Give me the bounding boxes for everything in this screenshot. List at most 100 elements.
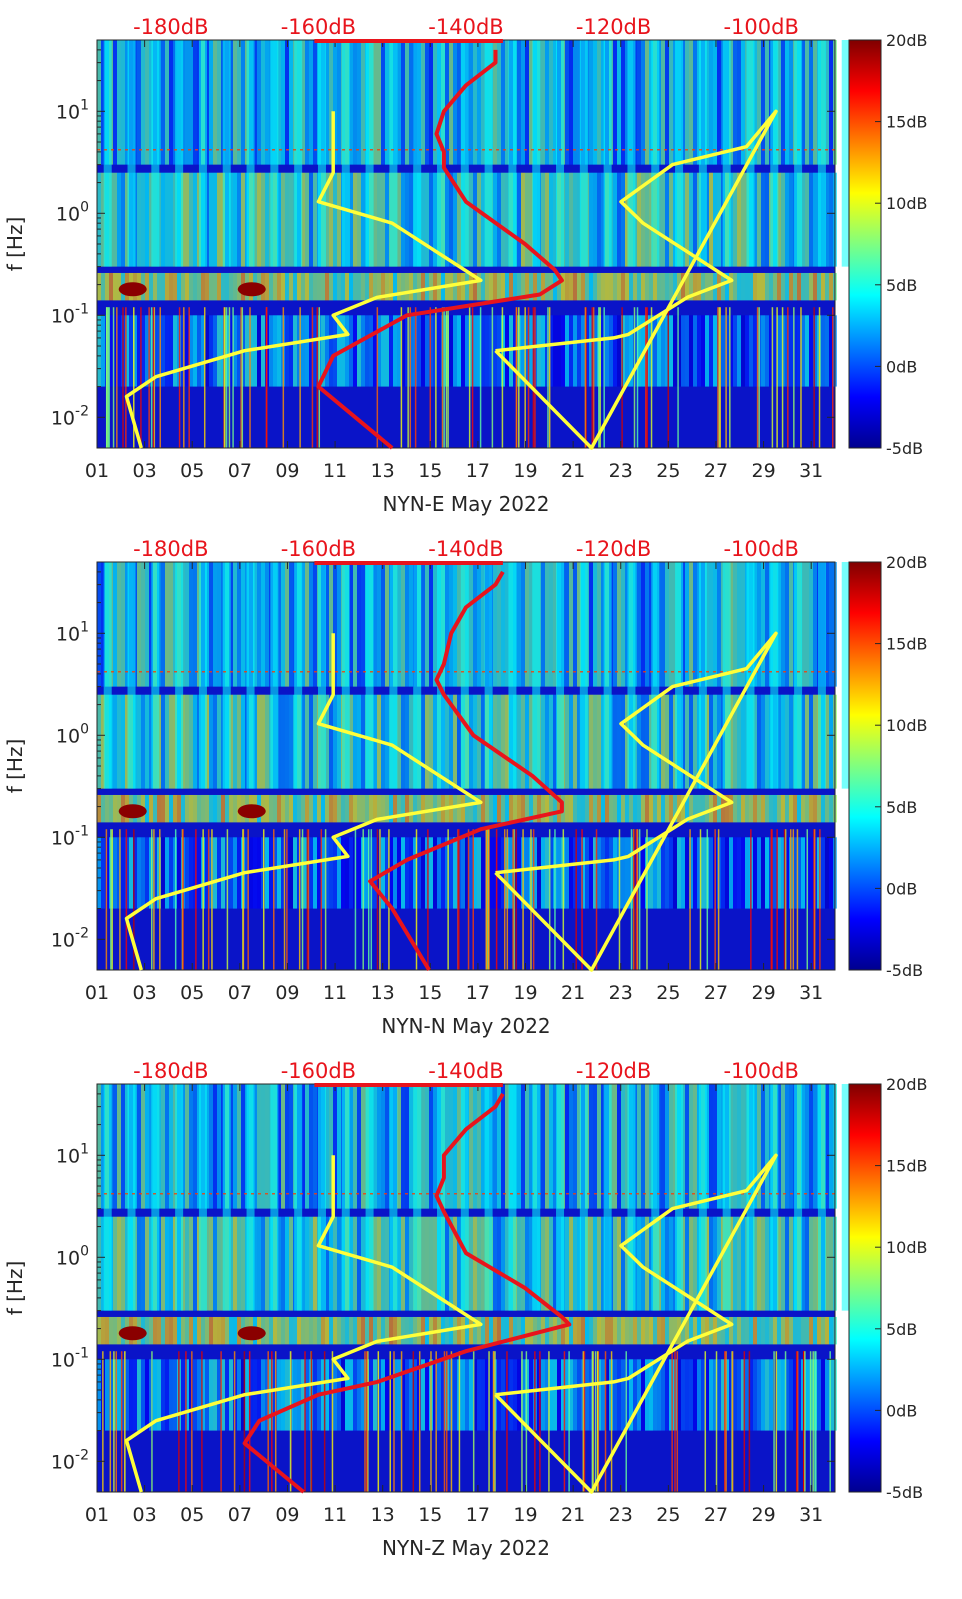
psd-axis-label: -140dB — [428, 537, 503, 561]
y-tick-label: 10-2 — [51, 1447, 89, 1473]
colorbar-label: 20dB — [886, 1075, 928, 1094]
colorbar — [848, 1083, 882, 1493]
x-tick-label: 03 — [133, 460, 157, 482]
colorbar-label: 20dB — [886, 553, 928, 572]
spectrogram-panel: 01 03 05 07 09 11 13 15 17 19 21 23 25 27 29 31 NYN-E Ma… — [3, 15, 928, 516]
x-tick-label: 01 — [85, 982, 109, 1004]
psd-axis-label: -120dB — [576, 537, 651, 561]
y-tick-label: 101 — [56, 97, 89, 123]
x-tick-label: 15 — [418, 460, 442, 482]
noise-model-curve — [124, 1155, 483, 1493]
x-tick-label: 13 — [371, 982, 395, 1004]
psd-axis-label: -160dB — [281, 537, 356, 561]
colorbar-label: 5dB — [886, 798, 917, 817]
x-tick-label: 07 — [228, 460, 252, 482]
spectrogram-texture — [97, 1084, 850, 1492]
x-tick-label: 29 — [751, 1504, 775, 1526]
y-tick-label: 100 — [56, 1243, 89, 1269]
x-tick-label: 17 — [466, 982, 490, 1004]
y-tick-label: 10-1 — [51, 301, 89, 327]
psd-curve — [242, 1092, 572, 1494]
y-tick-label: 10-2 — [51, 403, 89, 429]
x-tick-label: 31 — [799, 460, 823, 482]
spectrogram-panel: 01 03 05 07 09 11 13 15 17 19 21 23 25 27 29 31 NYN-Z Ma… — [3, 1059, 928, 1560]
x-tick-label: 01 — [85, 460, 109, 482]
colorbar-label: 0dB — [886, 1401, 917, 1420]
x-tick-label: 27 — [704, 460, 728, 482]
x-tick-label: 29 — [751, 460, 775, 482]
y-axis-label: f [Hz] — [3, 217, 27, 272]
x-tick-label: 13 — [371, 1504, 395, 1526]
x-tick-label: 05 — [180, 982, 204, 1004]
x-tick-label: 31 — [799, 1504, 823, 1526]
x-tick-label: 05 — [180, 460, 204, 482]
x-tick-label: 15 — [418, 982, 442, 1004]
x-tick-label: 31 — [799, 982, 823, 1004]
x-tick-label: 21 — [561, 1504, 585, 1526]
x-tick-label: 27 — [704, 1504, 728, 1526]
psd-axis-label: -140dB — [428, 1059, 503, 1083]
x-tick-label: 05 — [180, 1504, 204, 1526]
x-tick-label: 17 — [466, 460, 490, 482]
x-tick-label: 11 — [323, 982, 347, 1004]
colorbar-label: 10dB — [886, 1238, 928, 1257]
colorbar-label: 0dB — [886, 879, 917, 898]
spectrogram-panel: 01 03 05 07 09 11 13 15 17 19 21 23 25 27 29 31 NYN-N Ma… — [3, 537, 928, 1038]
colorbar-label: -5dB — [886, 439, 923, 458]
x-tick-label: 19 — [513, 982, 537, 1004]
psd-axis-label: -180dB — [133, 1059, 208, 1083]
colorbar-label: 20dB — [886, 31, 928, 50]
y-tick-label: 101 — [56, 619, 89, 645]
y-tick-label: 101 — [56, 1141, 89, 1167]
x-tick-label: 29 — [751, 982, 775, 1004]
y-axis-label: f [Hz] — [3, 1261, 27, 1316]
noise-model-curve — [494, 109, 778, 450]
x-tick-label: 21 — [561, 982, 585, 1004]
x-tick-label: 17 — [466, 1504, 490, 1526]
x-tick-label: 19 — [513, 460, 537, 482]
noise-model-curve — [124, 633, 483, 971]
x-tick-label: 23 — [609, 460, 633, 482]
colorbar — [848, 561, 882, 971]
spectrogram-texture — [97, 40, 850, 448]
x-tick-label: 11 — [323, 460, 347, 482]
colorbar-label: 10dB — [886, 194, 928, 213]
psd-axis-label: -160dB — [281, 15, 356, 39]
y-tick-label: 10-1 — [51, 1345, 89, 1371]
colorbar — [848, 39, 882, 449]
x-tick-label: 09 — [275, 982, 299, 1004]
y-tick-label: 100 — [56, 721, 89, 747]
x-tick-label: 09 — [275, 1504, 299, 1526]
x-tick-label: 09 — [275, 460, 299, 482]
psd-axis-label: -100dB — [723, 15, 798, 39]
x-tick-label: 23 — [609, 982, 633, 1004]
x-tick-label: 03 — [133, 1504, 157, 1526]
psd-axis-label: -120dB — [576, 15, 651, 39]
y-tick-label: 10-1 — [51, 823, 89, 849]
noise-model-curve — [494, 1153, 778, 1494]
x-tick-label: 11 — [323, 1504, 347, 1526]
x-axis-label: NYN-Z May 2022 — [382, 1536, 550, 1560]
psd-axis-label: -100dB — [723, 1059, 798, 1083]
x-tick-label: 01 — [85, 1504, 109, 1526]
x-tick-label: 13 — [371, 460, 395, 482]
y-axis-label: f [Hz] — [3, 739, 27, 794]
psd-axis-label: -160dB — [281, 1059, 356, 1083]
x-tick-label: 15 — [418, 1504, 442, 1526]
noise-model-curve — [124, 111, 483, 449]
colorbar-label: -5dB — [886, 961, 923, 980]
noise-model-curve — [494, 631, 778, 972]
x-tick-label: 27 — [704, 982, 728, 1004]
x-tick-label: 25 — [656, 982, 680, 1004]
x-tick-label: 03 — [133, 982, 157, 1004]
x-tick-label: 21 — [561, 460, 585, 482]
x-tick-label: 25 — [656, 1504, 680, 1526]
y-tick-label: 10-2 — [51, 925, 89, 951]
x-tick-label: 19 — [513, 1504, 537, 1526]
psd-axis-label: -180dB — [133, 537, 208, 561]
psd-axis-label: -180dB — [133, 15, 208, 39]
colorbar-label: 0dB — [886, 357, 917, 376]
x-tick-label: 07 — [228, 982, 252, 1004]
colorbar-label: 15dB — [886, 1157, 928, 1176]
